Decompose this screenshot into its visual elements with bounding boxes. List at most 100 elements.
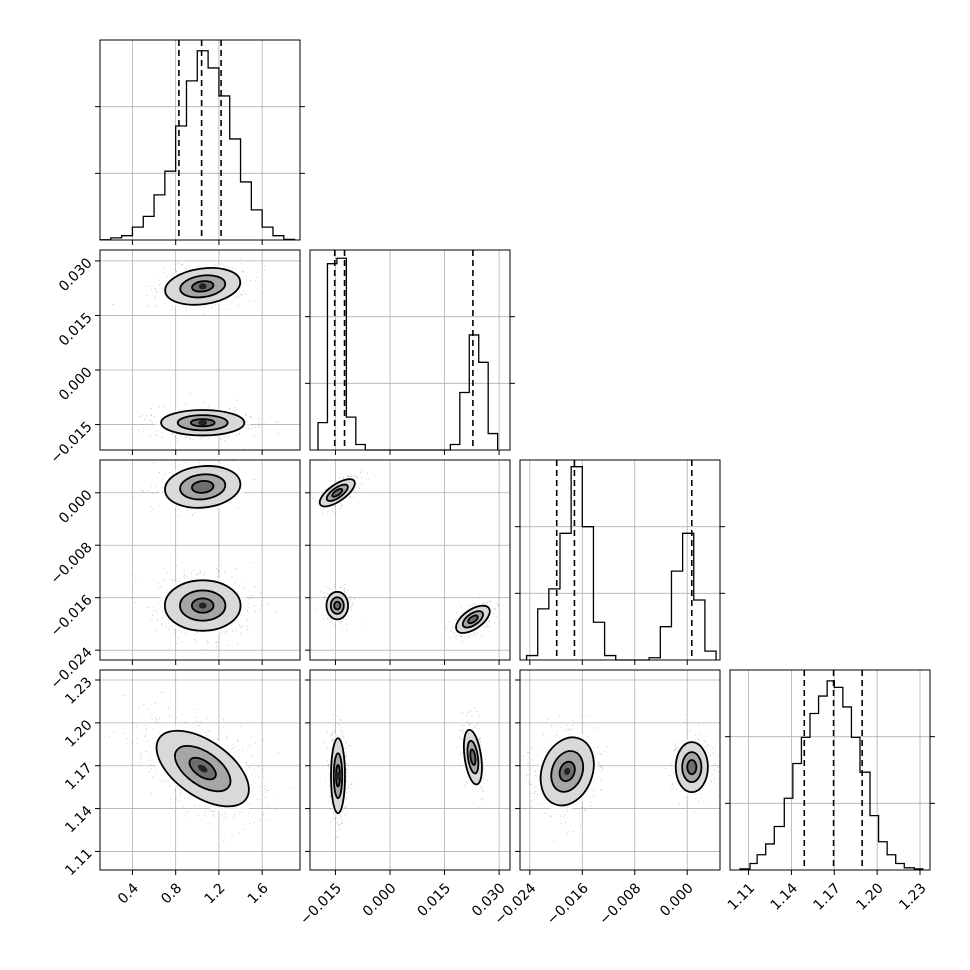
contour-outer-1-0-0: [164, 267, 242, 306]
contour-outer-3-2-1: [674, 741, 709, 794]
contour-mid-3-1-0: [332, 752, 344, 800]
contour-mid-2-0-0: [179, 473, 227, 501]
pair-panel-1-0: [95, 249, 301, 455]
density-core-2-0-1: [198, 602, 207, 609]
ytick-label-row1-2: 0.015: [56, 310, 96, 350]
contour-outer-1-0-1: [160, 409, 246, 437]
xtick-label-col3-3: 1.20: [853, 880, 886, 913]
contour-outer-3-0-0: [155, 729, 250, 808]
contour-mid-2-1-0: [325, 483, 349, 502]
histogram-frame-0: [99, 39, 301, 241]
pair-frame-3-2: [519, 669, 721, 871]
contour-mid-3-0-0: [174, 744, 232, 793]
contour-inner-2-0-0: [191, 480, 215, 494]
xtick-label-col3-0: 1.11: [725, 880, 758, 913]
contour-inner-1-0-1: [189, 418, 216, 428]
histogram-panel-2: [515, 459, 725, 665]
xtick-label-col1-0: −0.015: [297, 880, 345, 928]
contour-inner-2-1-1: [333, 600, 342, 611]
histogram-steps-0: [99, 50, 296, 241]
pair-content-2-0: [129, 460, 277, 651]
xtick-label-col3-2: 1.17: [811, 880, 844, 913]
contour-outer-3-1-1: [462, 728, 483, 786]
ytick-label-row3-2: 1.17: [62, 760, 95, 793]
density-core-1-0-1: [198, 419, 207, 426]
contour-outer-2-1-2: [455, 604, 491, 634]
contour-outer-3-2-0: [539, 736, 595, 807]
contour-mid-2-1-2: [461, 610, 484, 629]
xtick-label-col0-0: 0.4: [115, 880, 142, 907]
histogram-steps-3: [739, 680, 924, 870]
histogram-panel-1: [305, 249, 515, 455]
histogram-frame-2: [519, 459, 721, 661]
contour-mid-2-1-1: [329, 596, 345, 615]
ytick-label-row3-1: 1.14: [62, 803, 95, 836]
pair-content-3-1: [322, 707, 488, 839]
ytick-label-row1-0: −0.015: [48, 419, 96, 467]
pair-content-3-2: [520, 714, 720, 842]
xtick-label-col2-1: −0.016: [544, 880, 592, 928]
contour-inner-2-1-0: [331, 487, 344, 498]
histogram-panel-3: [725, 669, 935, 875]
contour-inner-3-1-1: [469, 748, 477, 766]
xtick-label-col0-1: 0.8: [158, 880, 185, 907]
pair-frame-3-0: [99, 669, 301, 871]
histogram-panel-0: [95, 39, 305, 245]
xtick-label-col0-2: 1.2: [201, 880, 228, 907]
density-core-3-2-0: [564, 767, 571, 775]
contour-mid-3-2-0: [550, 750, 585, 793]
pair-panel-3-1: [305, 669, 511, 875]
pair-frame-2-1: [309, 459, 511, 661]
xtick-label-col0-3: 1.6: [245, 880, 272, 907]
pair-frame-1-0: [99, 249, 301, 451]
density-fill-inner-2-0-0: [191, 480, 214, 493]
contour-outer-2-0-1: [163, 579, 242, 632]
pair-panel-2-1: [305, 459, 511, 665]
ytick-label-row3-3: 1.20: [62, 717, 95, 750]
density-core-3-1-0: [335, 771, 341, 780]
contour-mid-1-0-0: [179, 274, 227, 299]
contour-mid-2-0-1: [179, 589, 227, 622]
ytick-label-row1-3: 0.030: [56, 255, 96, 295]
xtick-label-col1-2: 0.015: [414, 880, 454, 920]
contour-outer-2-1-1: [325, 590, 349, 621]
contour-mid-1-0-1: [176, 414, 229, 432]
contour-inner-3-0-0: [188, 756, 217, 781]
pair-content-2-1: [312, 469, 500, 643]
contour-outer-2-0-0: [164, 465, 242, 509]
contour-inner-2-0-1: [190, 597, 215, 614]
density-fill-inner-2-1-2: [468, 615, 478, 624]
contour-outer-3-1-0: [330, 737, 346, 815]
histogram-steps-2: [525, 466, 717, 661]
density-core-3-0-0: [197, 764, 208, 773]
pair-panel-2-0: [95, 459, 301, 665]
xtick-label-col2-3: 0.000: [657, 880, 697, 920]
contour-outer-2-1-0: [318, 478, 356, 508]
pair-panel-3-2: [515, 669, 721, 875]
contour-inner-3-2-1: [686, 759, 698, 776]
ytick-label-row3-0: 1.11: [62, 846, 95, 879]
contour-inner-3-2-0: [558, 760, 576, 783]
contour-mid-3-2-1: [681, 751, 703, 784]
pair-content-1-0: [112, 253, 279, 450]
pair-frame-2-0: [99, 459, 301, 661]
density-fill-inner-2-1-1: [334, 601, 341, 610]
xtick-label-col3-1: 1.14: [768, 880, 801, 913]
contour-inner-1-0-0: [191, 280, 215, 293]
xtick-label-col3-4: 1.23: [896, 880, 929, 913]
pair-frame-3-1: [309, 669, 511, 871]
pair-content-3-0: [108, 691, 292, 841]
density-fill-inner-2-1-0: [332, 488, 343, 497]
xtick-label-col2-2: −0.008: [596, 880, 644, 928]
xtick-label-col1-1: 0.000: [360, 880, 400, 920]
ytick-label-row1-1: 0.000: [56, 364, 96, 404]
density-fill-inner-3-2-1: [687, 760, 697, 775]
contour-mid-3-1-1: [466, 739, 480, 775]
ytick-label-row2-2: −0.008: [48, 540, 96, 588]
contour-inner-2-1-2: [467, 614, 479, 625]
histogram-frame-1: [309, 249, 511, 451]
histogram-frame-3: [729, 669, 931, 871]
ytick-label-row2-3: 0.000: [56, 487, 96, 527]
density-core-1-0-0: [198, 283, 207, 290]
